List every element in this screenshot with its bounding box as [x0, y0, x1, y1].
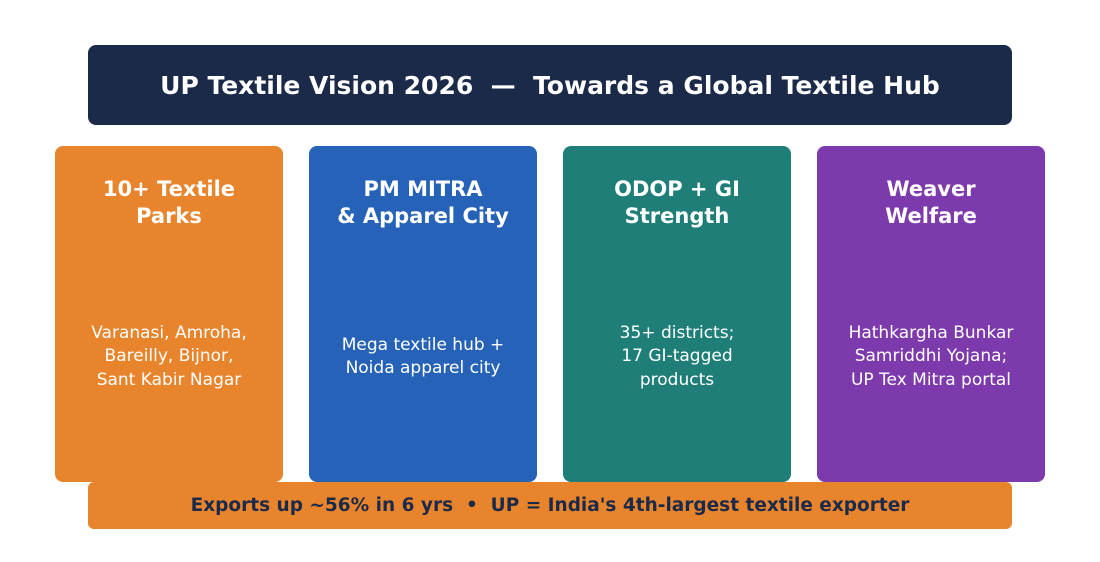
card-weaver-welfare: Weaver Welfare Hathkargha Bunkar Samridd…	[817, 146, 1045, 482]
footer-text: Exports up ~56% in 6 yrs • UP = India's …	[190, 495, 910, 516]
footer-banner: Exports up ~56% in 6 yrs • UP = India's …	[88, 482, 1012, 529]
card-pm-mitra: PM MITRA & Apparel City Mega textile hub…	[309, 146, 537, 482]
header-title: UP Textile Vision 2026 — Towards a Globa…	[160, 70, 940, 100]
card-body: Hathkargha Bunkar Samriddhi Yojana; UP T…	[848, 322, 1014, 390]
card-body: Mega textile hub + Noida apparel city	[341, 334, 505, 379]
card-textile-parks: 10+ Textile Parks Varanasi, Amroha, Bare…	[55, 146, 283, 482]
card-title: PM MITRA & Apparel City	[337, 177, 509, 228]
card-title: ODOP + GI Strength	[614, 177, 740, 228]
card-odop-gi: ODOP + GI Strength 35+ districts; 17 GI-…	[563, 146, 791, 482]
card-body: 35+ districts; 17 GI-tagged products	[619, 322, 735, 390]
card-title: Weaver Welfare	[885, 177, 977, 228]
card-body: Varanasi, Amroha, Bareilly, Bijnor, Sant…	[91, 322, 247, 390]
card-title: 10+ Textile Parks	[102, 177, 236, 228]
header-banner: UP Textile Vision 2026 — Towards a Globa…	[88, 45, 1012, 125]
